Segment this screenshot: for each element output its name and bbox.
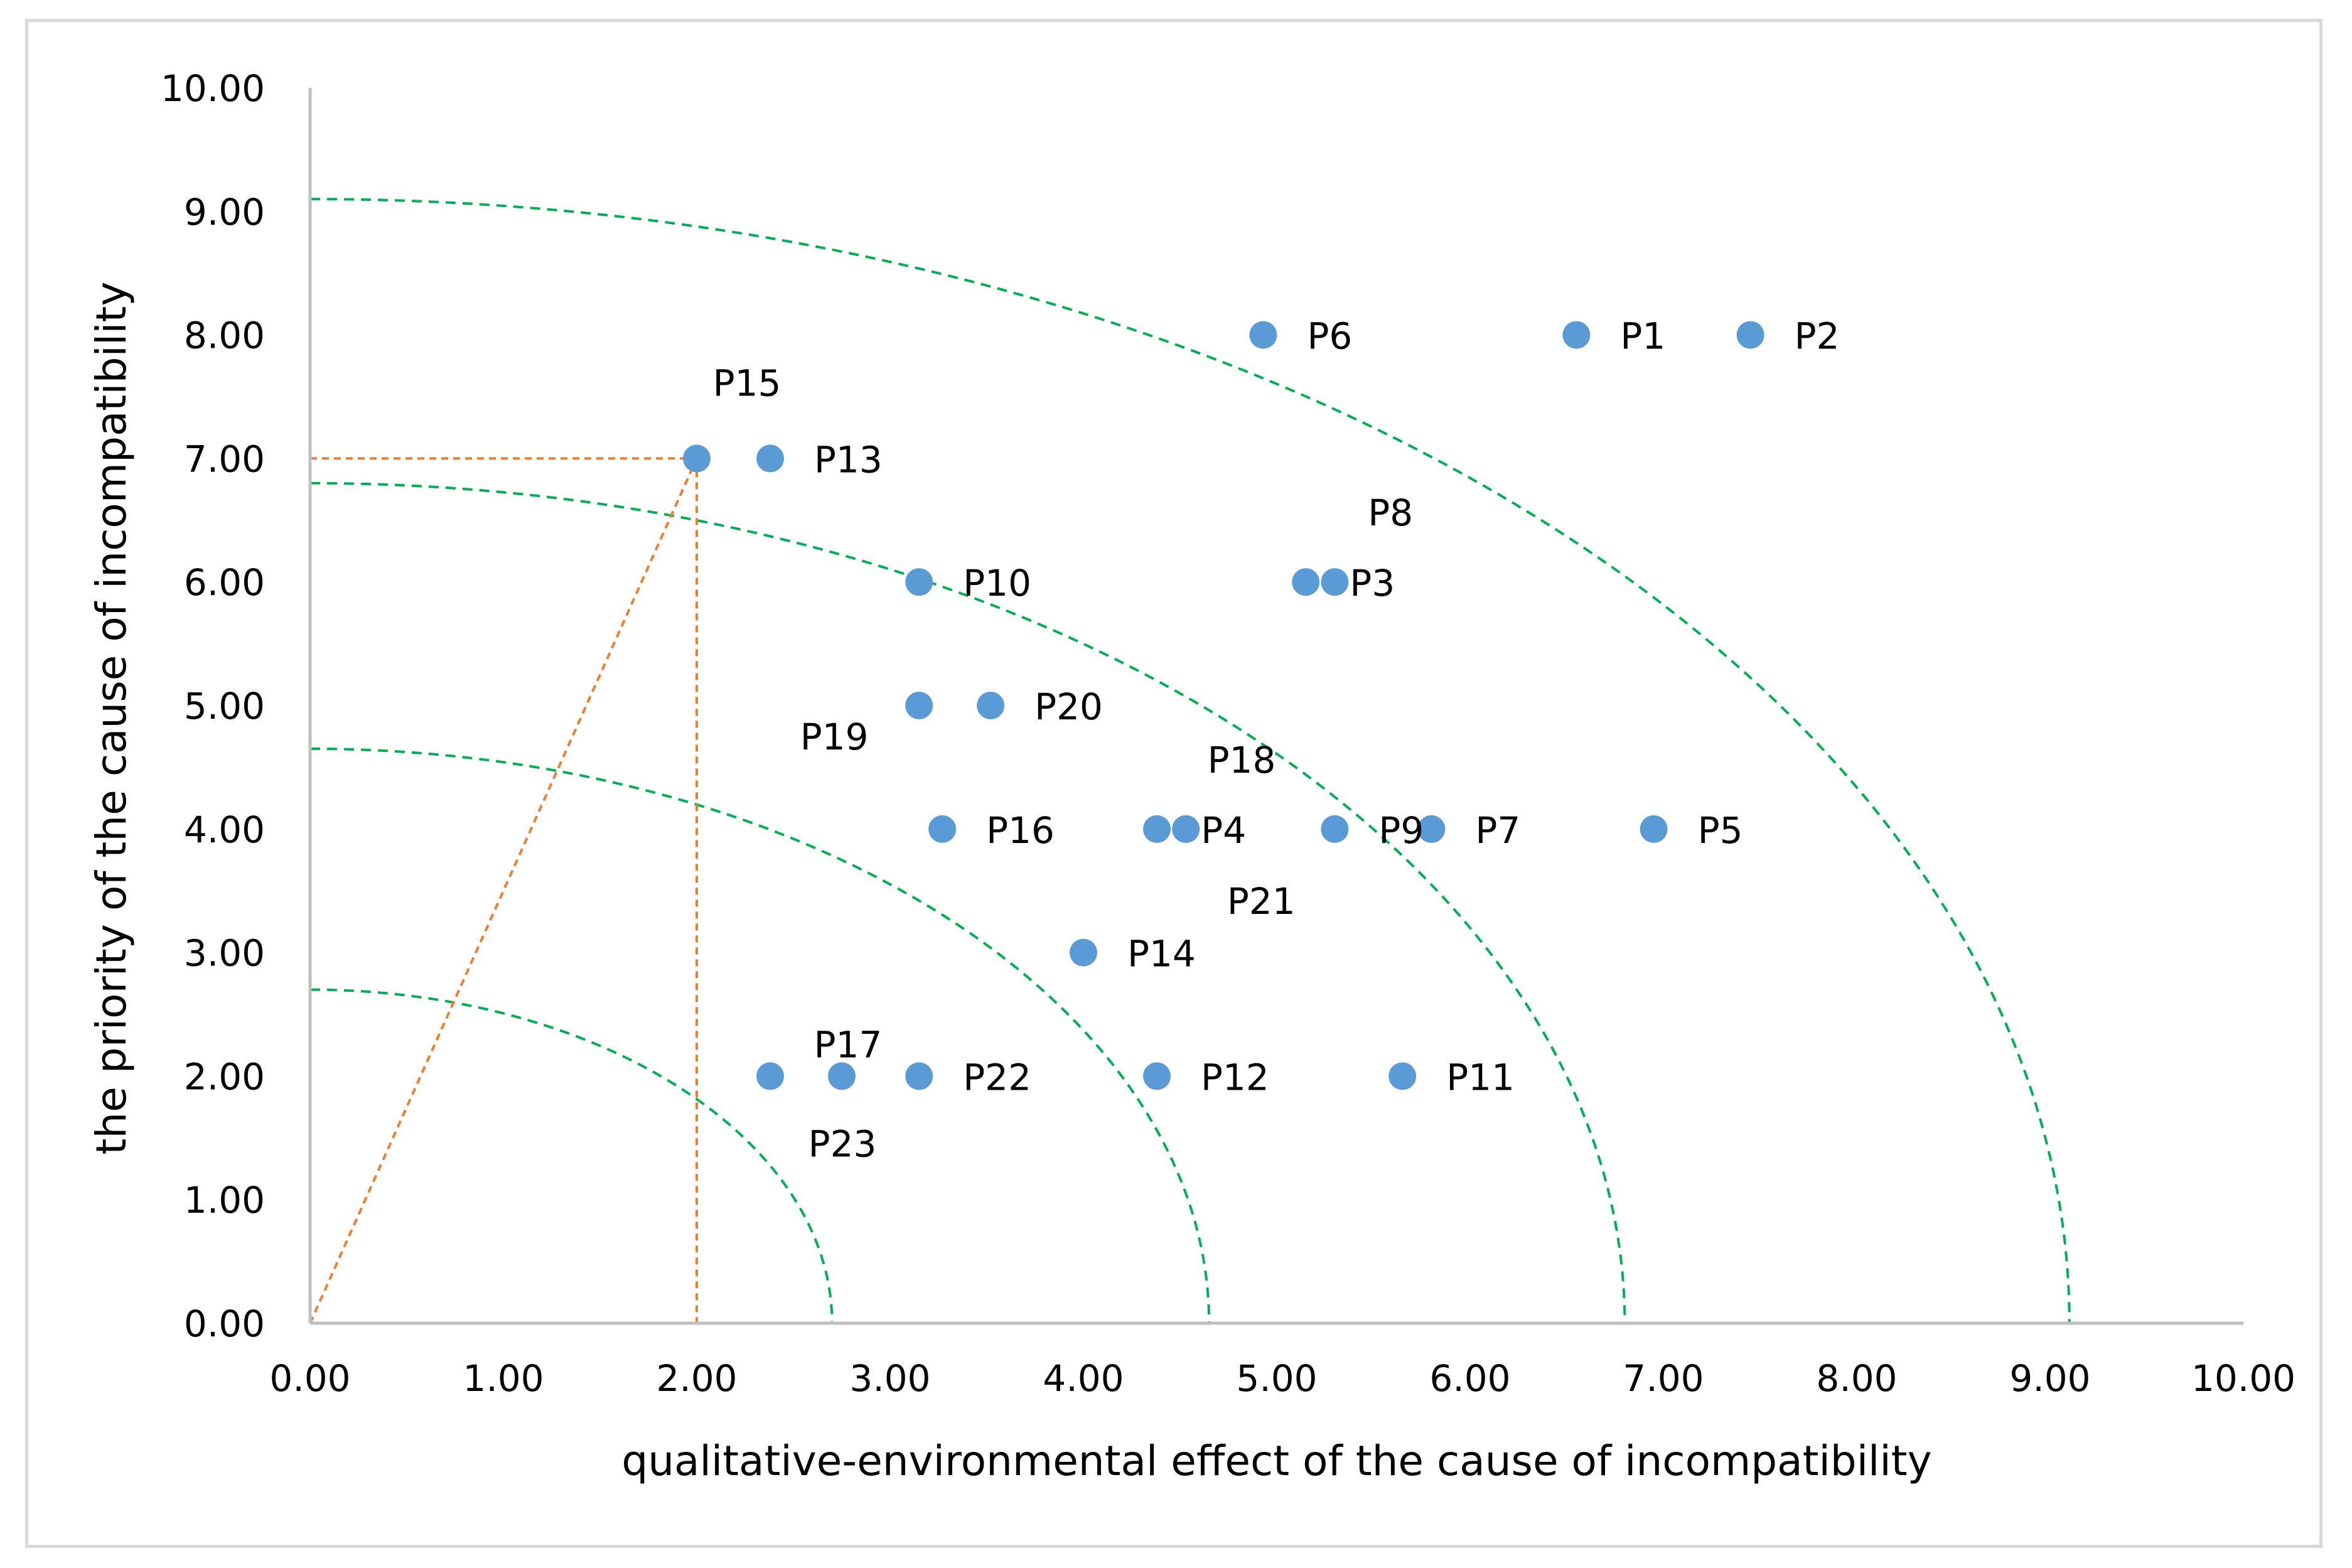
point-p7: [1417, 815, 1446, 843]
point-label-p18: P18: [1208, 739, 1276, 781]
x-tick-label: 4.00: [1043, 1357, 1124, 1400]
y-tick-label: 10.00: [161, 67, 265, 110]
point-p10: [905, 568, 933, 596]
y-tick-label: 6.00: [184, 561, 265, 604]
axes: [308, 88, 2243, 1325]
x-tick-label: 2.00: [656, 1357, 737, 1400]
point-label-p7: P7: [1475, 809, 1520, 852]
guide-lines: [309, 457, 698, 1324]
guide-diagonal: [309, 458, 698, 1324]
x-axis-title: qualitative-environmental effect of the …: [621, 1437, 1931, 1485]
point-label-p21: P21: [1227, 880, 1296, 923]
point-p2: [1736, 321, 1764, 349]
point-p23: [756, 1062, 785, 1090]
point-p19: [905, 692, 933, 719]
x-tick-label: 7.00: [1623, 1357, 1704, 1400]
point-p12: [1143, 1062, 1171, 1090]
x-tick-label: 8.00: [1816, 1357, 1897, 1400]
chart-frame: [25, 19, 2322, 1548]
y-axis-title: the priority of the cause of incompatibi…: [87, 282, 136, 1155]
point-p20: [977, 692, 1005, 719]
point-p15: [683, 444, 711, 473]
point-p21: [1172, 815, 1200, 843]
point-label-p12: P12: [1201, 1056, 1269, 1098]
point-p9: [1321, 815, 1349, 843]
data-points: [683, 321, 1764, 1090]
y-tick-label: 4.00: [184, 808, 265, 851]
point-label-p8: P8: [1368, 491, 1413, 534]
point-label-p4: P4: [1201, 809, 1246, 852]
point-label-p2: P2: [1795, 315, 1840, 358]
point-label-p13: P13: [814, 438, 883, 481]
y-tick-label: 7.00: [184, 438, 265, 480]
x-tick-label: 3.00: [849, 1357, 930, 1400]
point-label-p23: P23: [808, 1122, 877, 1165]
x-tick-label: 0.00: [269, 1357, 350, 1400]
point-p17: [828, 1062, 856, 1090]
point-label-p6: P6: [1307, 315, 1352, 358]
x-tick-label: 6.00: [1429, 1357, 1510, 1400]
point-labels: P1 P2 P3 P4 P5 P6 P7 P8 P9 P10 P11 P12 P13 P14 P15 P16 P…: [713, 315, 1840, 1166]
y-tick-label: 2.00: [184, 1055, 265, 1098]
x-tick-label: 5.00: [1236, 1357, 1317, 1400]
radius-arc-3: [309, 481, 1626, 1324]
point-p14: [1070, 938, 1097, 967]
point-label-p20: P20: [1034, 685, 1103, 728]
tick-labels: 0.00 1.00 2.00 3.00 4.00 5.00 6.00 7.00 8.00 9.00…: [161, 67, 2296, 1400]
x-tick-label: 1.00: [463, 1357, 544, 1400]
point-p11: [1388, 1062, 1417, 1090]
point-p18: [1143, 815, 1171, 843]
radius-arcs: [309, 198, 2071, 1324]
radius-arc-1: [309, 988, 834, 1324]
point-label-p9: P9: [1378, 809, 1424, 852]
point-label-p5: P5: [1698, 809, 1743, 852]
y-tick-label: 8.00: [184, 314, 265, 357]
y-tick-label: 3.00: [184, 932, 265, 975]
point-label-p1: P1: [1620, 315, 1665, 358]
y-tick-label: 9.00: [184, 191, 265, 234]
point-label-p19: P19: [800, 716, 869, 758]
point-p5: [1640, 815, 1668, 843]
x-tick-label: 10.00: [2191, 1357, 2296, 1400]
point-label-p10: P10: [963, 562, 1031, 604]
y-tick-label: 0.00: [184, 1302, 265, 1345]
point-p13: [756, 444, 785, 473]
point-label-p14: P14: [1127, 933, 1196, 975]
point-p8: [1292, 568, 1320, 596]
point-label-p22: P22: [963, 1056, 1031, 1098]
point-p3: [1321, 568, 1349, 596]
point-label-p16: P16: [986, 809, 1055, 852]
point-label-p15: P15: [713, 362, 781, 404]
point-p1: [1562, 321, 1591, 349]
y-tick-label: 5.00: [184, 685, 265, 728]
point-p6: [1249, 321, 1277, 349]
y-tick-label: 1.00: [184, 1179, 265, 1222]
radius-arc-2: [309, 747, 1211, 1324]
point-label-p3: P3: [1350, 562, 1395, 604]
radius-arc-4: [309, 198, 2071, 1324]
point-p16: [928, 815, 957, 843]
point-label-p11: P11: [1446, 1056, 1515, 1098]
point-label-p17: P17: [814, 1023, 883, 1066]
x-tick-label: 9.00: [2009, 1357, 2090, 1400]
point-p22: [905, 1062, 933, 1090]
